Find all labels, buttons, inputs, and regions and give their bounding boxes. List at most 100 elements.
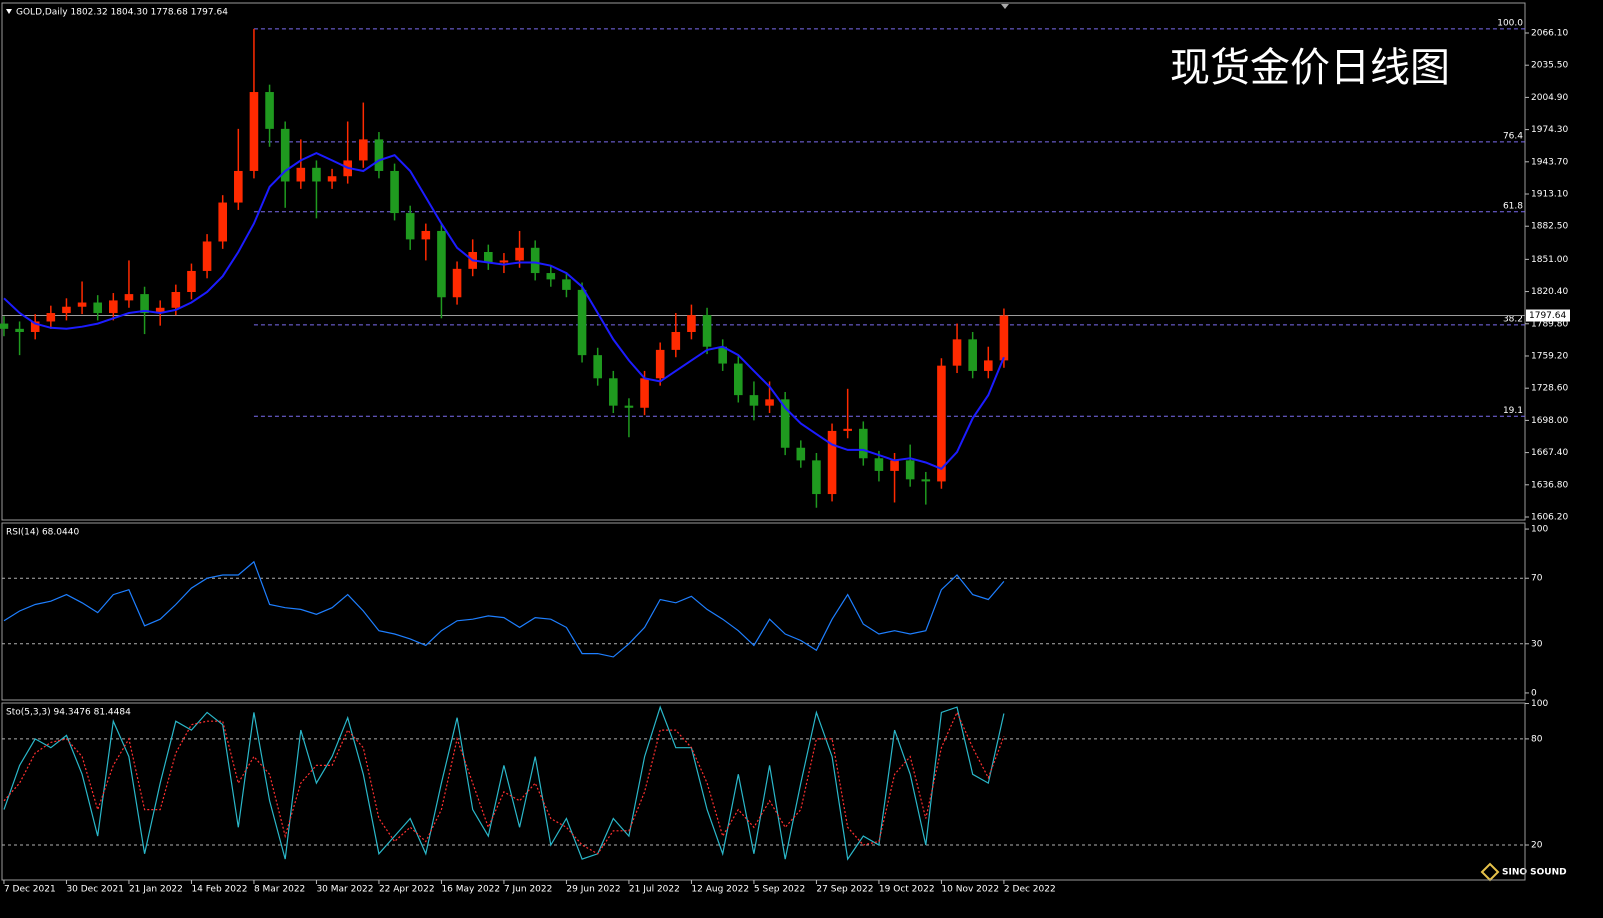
y-tick-label: 1606.20 [1531,513,1568,523]
candle-body [30,321,40,332]
candle-body [249,92,259,171]
candle-body [702,315,712,347]
panel-border [1,522,1526,701]
y-tick-label: 1636.80 [1531,480,1568,490]
last-price-box [1526,309,1570,322]
x-tick-label: 29 Jun 2022 [566,885,620,895]
x-tick-label: 5 Sep 2022 [754,885,805,895]
shift-marker [1001,4,1009,9]
candle-body [390,170,399,214]
candle-body [593,355,602,379]
x-tick-label: 21 Jan 2022 [129,885,183,895]
x-tick-label: 8 Mar 2022 [254,885,305,895]
candle-body [109,300,118,314]
candle-body [874,458,884,471]
fib-label: 19.1 [1503,406,1523,416]
candle-body [218,202,227,242]
y-tick-label: 70 [1531,574,1543,584]
candle-body [780,399,790,448]
x-tick-label: 10 Nov 2022 [941,885,999,895]
y-tick-label: 1882.50 [1531,222,1568,232]
candle-body [421,230,431,240]
candle-body [93,302,102,314]
y-tick-label: 1698.00 [1531,416,1568,426]
y-tick-label: 2035.50 [1531,61,1568,71]
candle-body [765,399,774,406]
candle-body [499,260,509,263]
candle-body [937,365,946,482]
candle-body [687,315,696,332]
candle-body [812,460,821,495]
candle-body [999,315,1009,361]
y-tick-label: 20 [1531,840,1543,850]
x-tick-label: 22 Apr 2022 [379,885,435,895]
indicator-line [3,705,1005,861]
x-tick-label: 27 Sep 2022 [816,885,873,895]
fib-label: 61.8 [1503,201,1523,211]
candle-body [265,92,274,129]
candle-body [734,363,743,396]
candle-body [327,176,337,182]
indicator-line [3,560,1005,658]
candle-body [562,279,571,290]
y-tick-label: 1913.10 [1531,190,1568,200]
candle-body [968,339,977,371]
candle-body [171,291,181,308]
candle-body [843,428,852,431]
candle-body [202,241,212,271]
candle-body [718,346,727,364]
x-tick-label: 7 Dec 2021 [4,885,56,895]
candle-body [124,294,134,301]
candle-body [859,428,868,459]
candle-body [921,479,931,482]
fib-label: 38.2 [1503,314,1523,324]
x-tick-label: 19 Oct 2022 [879,885,935,895]
y-tick-label: 1943.70 [1531,157,1568,167]
y-tick-label: 80 [1531,734,1543,744]
y-tick-label: 2066.10 [1531,28,1568,38]
y-tick-label: 1789.80 [1531,319,1568,329]
x-tick-label: 21 Jul 2022 [629,885,680,895]
y-tick-label: 1820.40 [1531,287,1568,297]
candle-body [0,323,9,329]
candle-body [62,306,71,314]
candle-body [405,213,415,240]
fib-label: 100.0 [1497,18,1523,28]
indicator-title: Sto(5,3,3) 94.3476 81.4484 [6,708,131,718]
indicator-line [3,710,1005,855]
candle-body [312,167,321,182]
x-tick-label: 30 Mar 2022 [316,885,373,895]
fib-label: 76.4 [1503,131,1523,141]
x-tick-label: 2 Dec 2022 [1004,885,1056,895]
x-tick-label: 16 May 2022 [441,885,500,895]
candle-body [155,307,165,314]
candle-body [905,460,915,480]
candle-body [640,378,649,408]
x-tick-label: 12 Aug 2022 [691,885,749,895]
y-tick-label: 1759.20 [1531,351,1568,361]
y-tick-label: 1667.40 [1531,448,1568,458]
last-price-label: 1797.64 [1529,311,1566,321]
candle-body [77,302,87,307]
candle-body [187,270,196,292]
candle-body [374,139,384,171]
annotation: 现货金价日线图 [1170,45,1450,90]
y-tick-label: 100 [1531,699,1548,709]
y-tick-label: 100 [1531,525,1548,535]
indicator-title: RSI(14) 68.0440 [6,528,79,538]
y-tick-label: 30 [1531,639,1543,649]
candle-body [671,331,681,350]
candle-body [296,167,306,182]
candle-body [655,349,665,379]
candle-body [280,128,290,182]
y-tick-label: 2004.90 [1531,93,1568,103]
candle-body [15,328,24,332]
menu-arrow [6,9,12,14]
logo-icon [1480,862,1500,882]
chart-title: GOLD,Daily 1802.32 1804.30 1778.68 1797.… [16,8,228,18]
panel-border [1,2,1526,521]
y-tick-label: 0 [1531,688,1537,698]
y-tick-label: 1974.30 [1531,125,1568,135]
